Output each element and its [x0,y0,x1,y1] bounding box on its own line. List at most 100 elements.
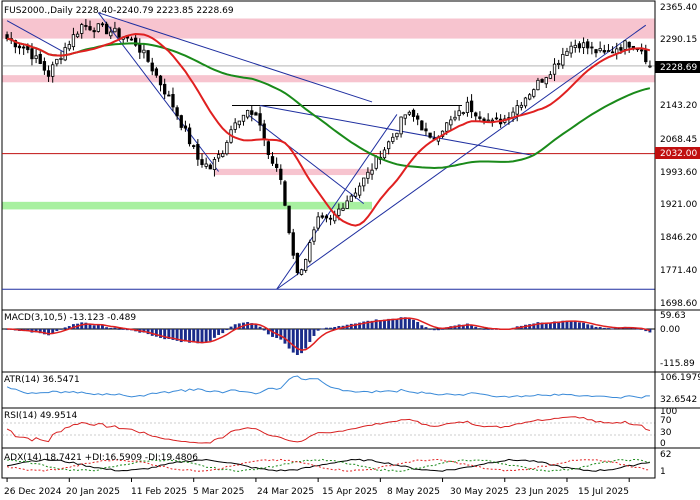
macd-histogram-bar [403,317,407,329]
candle-body [577,43,582,49]
trendline [259,104,534,156]
macd-histogram-bar [221,329,225,334]
plus-di-line [7,458,650,472]
macd-histogram-bar [532,323,536,329]
macd-histogram-bar [258,326,262,329]
macd-histogram-bar [229,326,233,329]
candle-body [129,38,134,41]
macd-histogram-bar [212,329,216,338]
macd-histogram-bar [47,329,50,336]
macd-histogram-bar [428,329,432,330]
candle-body [270,156,275,164]
candle-body [262,123,266,140]
macd-histogram-bar [598,327,602,329]
macd-histogram-bar [378,320,382,329]
price-tick-label: 1993.60 [660,168,697,178]
support-zone [215,168,373,176]
price-tick-label: 1771.40 [660,266,697,276]
macd-signal-line [7,317,651,351]
candle-body [63,47,67,61]
macd-histogram-bar [461,324,465,329]
macd-histogram-bar [171,329,175,340]
candle-body [299,269,304,275]
macd-histogram-bar [602,327,606,329]
candle-body [391,136,395,142]
adx-line [7,458,650,472]
candle-body [581,42,586,48]
macd-histogram-bar [577,322,581,329]
candle-body [353,192,358,197]
candle-body [84,25,88,27]
macd-histogram-bar [424,327,428,329]
candle-body [88,26,92,31]
indicators-layer [2,317,655,472]
macd-histogram-bar [63,327,67,329]
candle-body [92,30,96,33]
candle-body [644,49,648,63]
candle-body [639,49,644,52]
macd-histogram-bar [84,322,88,329]
date-tick-label: 5 Mar 2025 [193,487,244,497]
macd-histogram-bar [557,321,561,329]
candle-body [474,112,478,117]
macd-histogram-bar [387,318,391,329]
macd-histogram-bar [611,328,615,330]
macd-histogram-bar [536,322,540,329]
macd-histogram-bar [407,317,411,329]
candle-body [536,79,540,91]
candle-body [374,156,378,169]
candle-body [490,119,494,122]
atr-tick-label: 106.1979 [660,373,700,383]
adx-label: ADX(14) 18.7421 +DI:16.5909 -DI:19.4806 [4,453,198,463]
macd-histogram-bar [183,329,187,342]
price-tick-label: 1846.20 [660,233,697,243]
atr-line [6,375,650,399]
candle-body [113,27,117,33]
candle-body [96,23,100,32]
candle-body [328,217,333,220]
demand-zone [2,201,372,210]
atr-label: ATR(14) 36.5471 [4,375,80,385]
last-price-tag [655,61,700,73]
candle-body [67,44,71,50]
macd-histogram-bar [287,329,291,349]
macd-histogram-bar [80,322,84,329]
candle-body [142,49,146,54]
macd-histogram-bar [163,329,167,340]
adx-tick-label: 62 [660,450,671,460]
candle-body [366,171,370,179]
macd-histogram-bar [300,329,303,354]
price-tick-label: 2365.40 [660,3,697,13]
candle-body [275,163,279,168]
candle-body [606,50,611,52]
macd-histogram-bar [105,327,109,329]
candle-body [324,215,329,219]
date-tick-label: 15 Jul 2025 [578,487,629,497]
macd-histogram-bar [594,326,598,329]
date-tick-label: 15 Apr 2025 [322,487,378,497]
candle-body [208,164,212,170]
macd-histogram-bar [436,329,440,331]
macd-histogram-bar [354,323,357,329]
rsi-tick-label: 70 [660,416,672,426]
macd-histogram-bar [544,322,548,329]
macd-histogram-bar [640,329,644,330]
last-price-label: 2228.69 [660,63,697,73]
macd-histogram-bar [283,329,287,344]
candle-body [540,79,544,83]
macd-histogram-bar [486,329,490,330]
macd-histogram-bar [38,329,42,334]
grid-layer [1,0,700,479]
candle-body [17,45,22,49]
macd-histogram-bar [324,327,328,329]
macd-histogram-bar [92,325,96,329]
rsi-tick-label: 30 [660,428,672,438]
candle-body [465,101,470,113]
candle-body [407,111,412,115]
symbol-ohlc-label: FUS2000.,Daily 2228.40-2240.79 2223.85 2… [4,6,234,16]
adx-tick-label: 1 [660,467,666,477]
candle-body [416,115,420,120]
candle-body [486,119,490,122]
date-tick-label: 30 May 2025 [450,487,509,497]
